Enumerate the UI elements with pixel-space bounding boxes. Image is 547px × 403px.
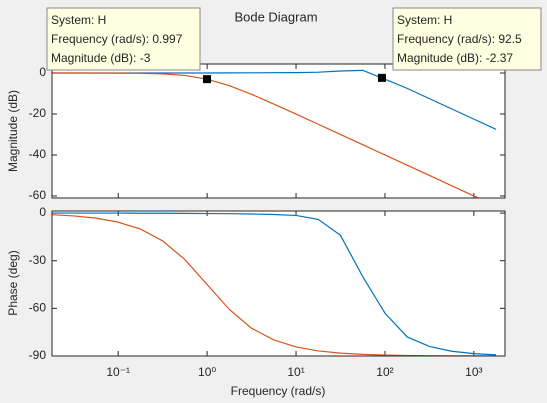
y-axis-label: Phase (deg) (6, 250, 20, 315)
x-axis-label: Frequency (rad/s) (231, 384, 326, 398)
plot-lines (52, 69, 497, 198)
x-tick-label: 10⁰ (198, 365, 216, 379)
y-tick-label: -60 (29, 301, 47, 315)
plot-area (52, 64, 505, 198)
y-axis-label: Magnitude (dB) (6, 90, 20, 172)
datatip-box (392, 7, 542, 71)
datatip-text: Frequency (rad/s): 0.997 (51, 32, 183, 46)
y-tick-label: -20 (29, 106, 47, 120)
datatip-text: Magnitude (dB): -2.37 (397, 51, 513, 65)
y-tick-label: -30 (29, 253, 47, 267)
y-tick-label: -90 (29, 348, 47, 362)
x-tick-label: 10⁻¹ (106, 365, 130, 379)
x-tick-label: 10² (376, 365, 393, 379)
datatip-marker (203, 75, 212, 84)
datatip-text: System: H (51, 13, 106, 27)
datatip-marker (377, 73, 386, 82)
plot-area (52, 211, 505, 356)
series-line (52, 212, 497, 356)
x-tick-label: 10³ (465, 365, 482, 379)
chart-title: Bode Diagram (234, 9, 317, 24)
datatip-text: Magnitude (dB): -3 (51, 51, 151, 65)
y-tick-label: 0 (39, 65, 46, 79)
axes-frame (51, 210, 506, 357)
y-tick-label: -60 (29, 188, 47, 202)
x-tick-label: 10¹ (287, 365, 304, 379)
axes-frame (51, 63, 506, 199)
y-tick-label: -40 (29, 147, 47, 161)
y-tick-label: 0 (39, 205, 46, 219)
series-line (52, 72, 480, 198)
datatip-text: Frequency (rad/s): 92.5 (397, 32, 522, 46)
datatip-text: System: H (397, 13, 452, 27)
datatip-box (46, 7, 201, 71)
